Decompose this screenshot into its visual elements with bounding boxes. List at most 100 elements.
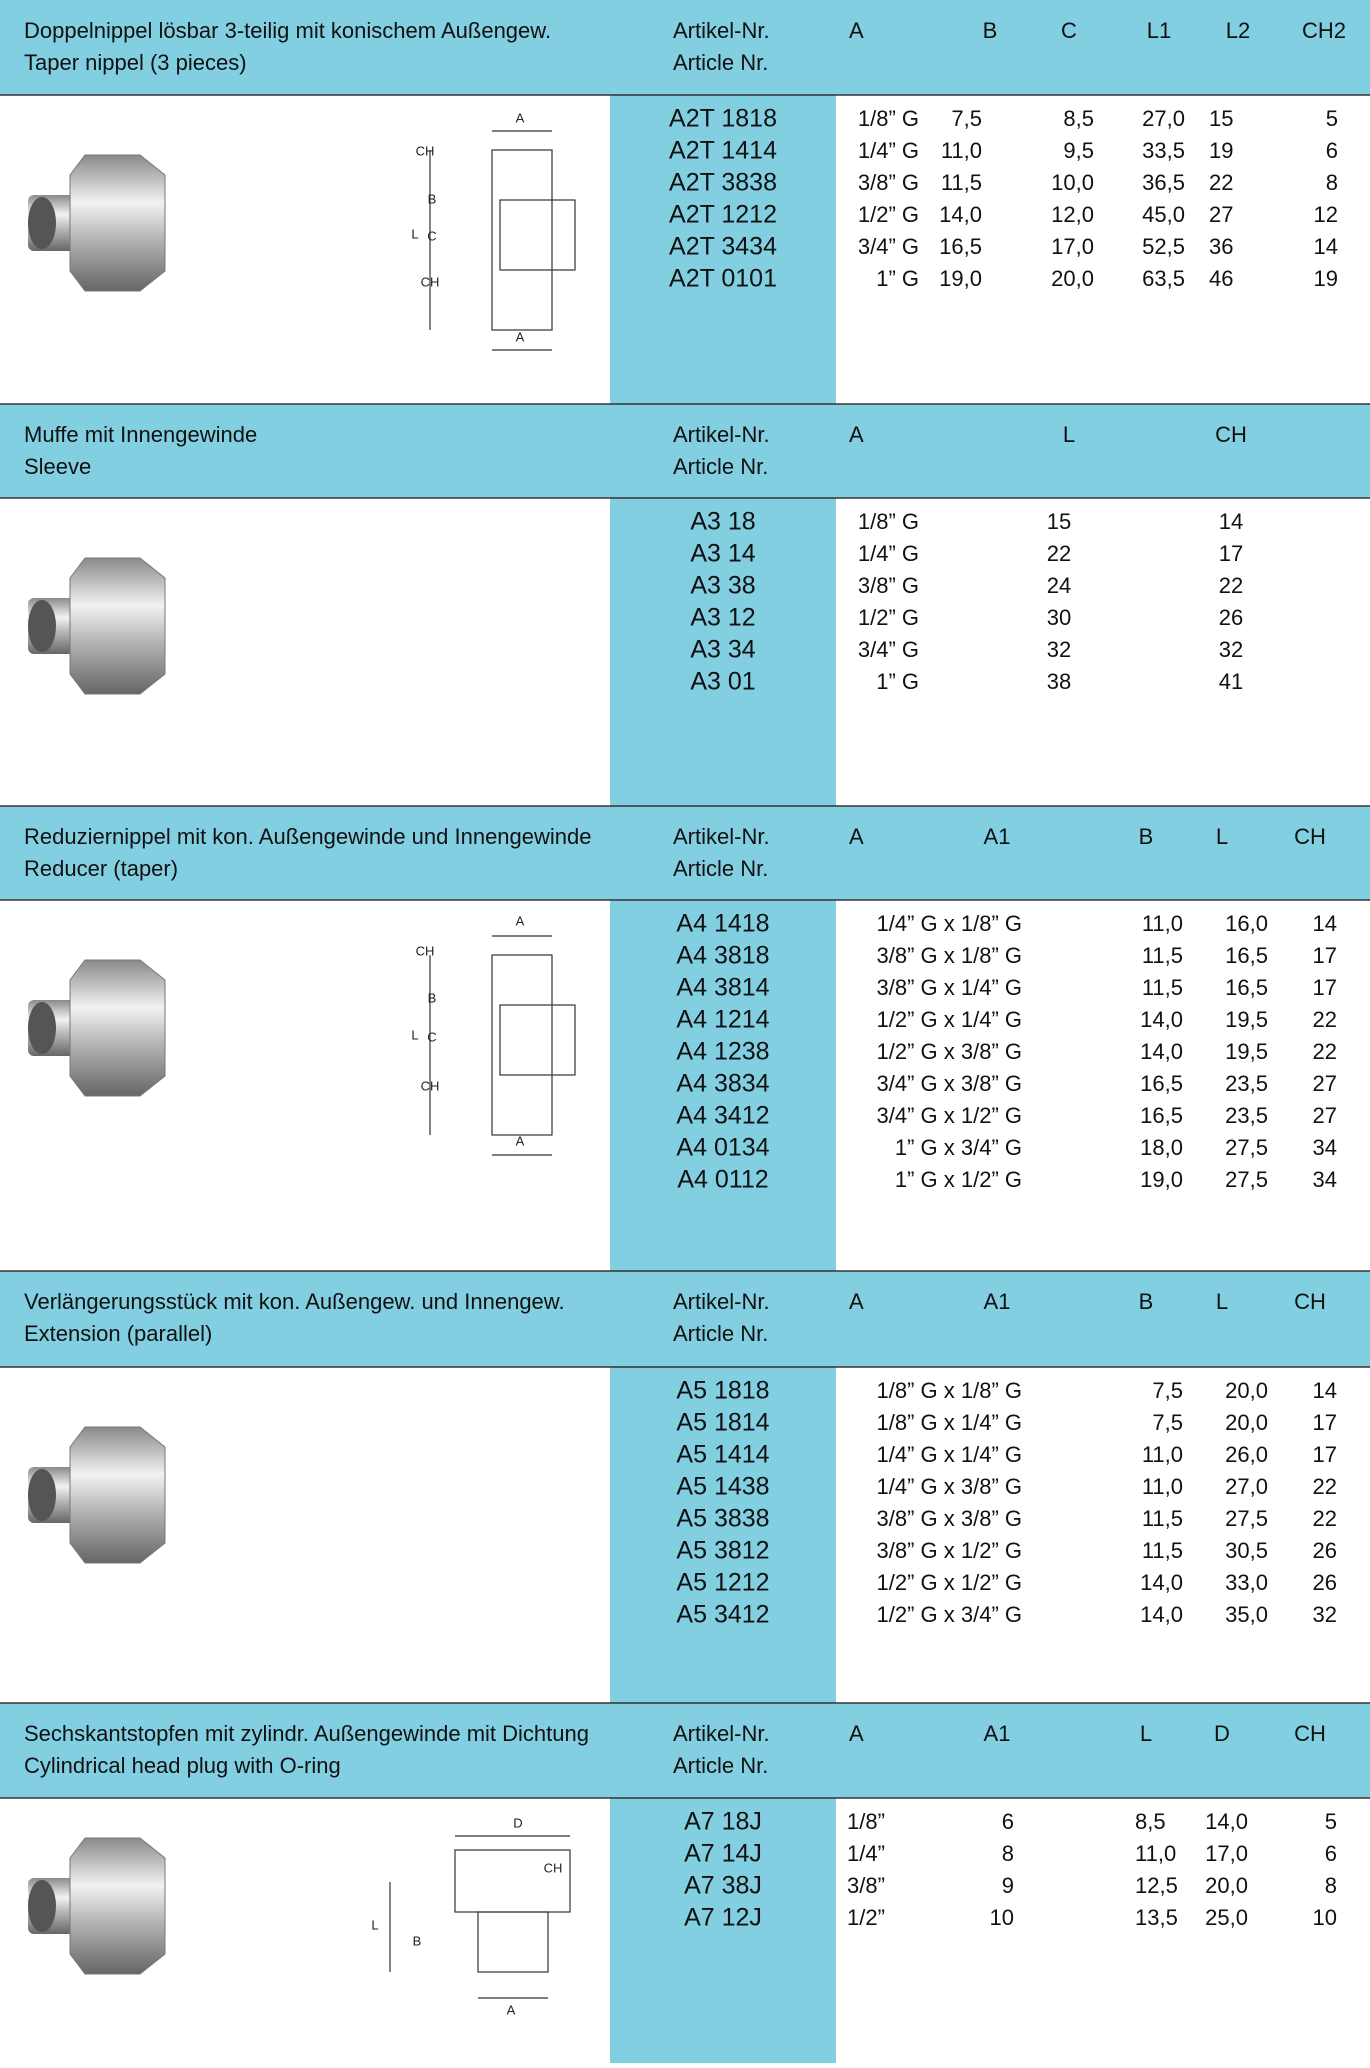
cell: 17,0	[1051, 234, 1094, 259]
product-photo	[28, 1837, 166, 1975]
fitting-hex	[69, 154, 166, 292]
drawing-label: CH	[544, 1860, 563, 1875]
cell: 1/8”	[847, 1809, 885, 1834]
cell: 32	[1047, 637, 1071, 662]
cell: 14	[1313, 1378, 1337, 1403]
cell: 17	[1313, 1410, 1337, 1435]
column-header: L2	[1226, 18, 1250, 43]
drawing-label: L	[411, 226, 418, 241]
article-number: A4 0134	[676, 1134, 769, 1162]
article-number: A4 3412	[676, 1102, 769, 1130]
drawing-label: CH	[421, 1078, 440, 1093]
cell: 11,0	[1142, 1474, 1183, 1499]
column-header: L	[1140, 1721, 1152, 1746]
drawing-label: D	[513, 1815, 522, 1830]
cell: 8	[1326, 170, 1338, 195]
column-header: C	[1061, 18, 1077, 43]
drawing-label: A	[516, 1133, 525, 1148]
article-column	[610, 95, 836, 404]
cell: 16,5	[1140, 1071, 1183, 1096]
article-number: A3 38	[690, 572, 755, 600]
article-number: A3 01	[690, 668, 755, 696]
column-header: A	[849, 824, 864, 849]
article-number: A4 3814	[676, 974, 769, 1002]
title-en: Extension (parallel)	[24, 1321, 212, 1346]
article-number: A5 1212	[676, 1569, 769, 1597]
cell: 1/8” G x 1/4” G	[877, 1410, 1023, 1435]
column-header: D	[1214, 1721, 1230, 1746]
cell: 6	[1002, 1809, 1014, 1834]
article-number: A5 3838	[676, 1505, 769, 1533]
article-number: A7 18J	[684, 1808, 762, 1836]
article-header: Artikel-Nr.	[673, 1289, 770, 1314]
drawing-outline	[454, 1849, 571, 1913]
cell: 22	[1219, 573, 1243, 598]
cell: 1/2” G x 3/4” G	[877, 1602, 1023, 1627]
cell: 1/4” G x 3/8” G	[877, 1474, 1023, 1499]
header-band	[0, 404, 1370, 498]
cell: 7,5	[951, 106, 982, 131]
cell: 17	[1219, 541, 1243, 566]
cell: 19,5	[1225, 1039, 1268, 1064]
drawing-hex	[499, 199, 576, 271]
column-header: A	[849, 422, 864, 447]
column-header: B	[983, 18, 998, 43]
cell: 30	[1047, 605, 1071, 630]
drawing-thread	[477, 1911, 549, 1973]
cell: 16,5	[1225, 975, 1268, 1000]
cell: 27,0	[1225, 1474, 1268, 1499]
drawing-label: L	[371, 1917, 378, 1932]
cell: 41	[1219, 669, 1243, 694]
title-en: Reducer (taper)	[24, 856, 178, 881]
article-number: A2T 3434	[669, 233, 777, 261]
cell: 5	[1325, 1809, 1337, 1834]
cell: 1” G	[876, 266, 919, 291]
article-number: A3 18	[690, 508, 755, 536]
product-photo	[28, 557, 166, 695]
fitting-hex	[69, 1426, 166, 1564]
cell: 1/4” G	[858, 541, 919, 566]
drawing-label: L	[411, 1027, 418, 1042]
drawing-label: CH	[416, 943, 435, 958]
cell: 45,0	[1142, 202, 1185, 227]
product-photo	[28, 154, 166, 292]
article-number: A7 12J	[684, 1904, 762, 1932]
article-header: Article Nr.	[673, 1753, 768, 1778]
column-header: CH	[1294, 1289, 1326, 1314]
article-number: A4 3834	[676, 1070, 769, 1098]
cell: 14,0	[1205, 1809, 1248, 1834]
cell: 19,0	[939, 266, 982, 291]
cell: 19	[1314, 266, 1338, 291]
column-header: CH	[1294, 824, 1326, 849]
cell: 3/8”	[847, 1873, 885, 1898]
cell: 23,5	[1225, 1103, 1268, 1128]
title-de: Muffe mit Innengewinde	[24, 422, 257, 447]
column-header: CH	[1294, 1721, 1326, 1746]
article-number: A4 1238	[676, 1038, 769, 1066]
cell: 32	[1313, 1602, 1337, 1627]
cell: 27,5	[1225, 1135, 1268, 1160]
technical-drawing	[429, 935, 576, 1156]
cell: 27	[1313, 1103, 1337, 1128]
cell: 15	[1209, 106, 1233, 131]
cell: 3/4” G x 3/8” G	[877, 1071, 1023, 1096]
cell: 1/8” G	[858, 106, 919, 131]
cell: 1/2” G x 1/2” G	[877, 1570, 1023, 1595]
cell: 17	[1313, 1442, 1337, 1467]
cell: 1/2” G x 3/8” G	[877, 1039, 1023, 1064]
article-column	[610, 900, 836, 1271]
cell: 3/4” G x 1/2” G	[877, 1103, 1023, 1128]
cell: 1/8” G x 1/8” G	[877, 1378, 1023, 1403]
cell: 32	[1219, 637, 1243, 662]
fitting-bore	[28, 197, 56, 249]
header-band	[0, 1703, 1370, 1798]
cell: 1/2” G	[858, 605, 919, 630]
article-number: A5 3412	[676, 1601, 769, 1629]
article-number: A4 1214	[676, 1006, 769, 1034]
cell: 34	[1313, 1135, 1337, 1160]
cell: 8,5	[1063, 106, 1094, 131]
cell: 20,0	[1225, 1378, 1268, 1403]
fitting-bore	[28, 600, 56, 652]
cell: 22	[1313, 1506, 1337, 1531]
